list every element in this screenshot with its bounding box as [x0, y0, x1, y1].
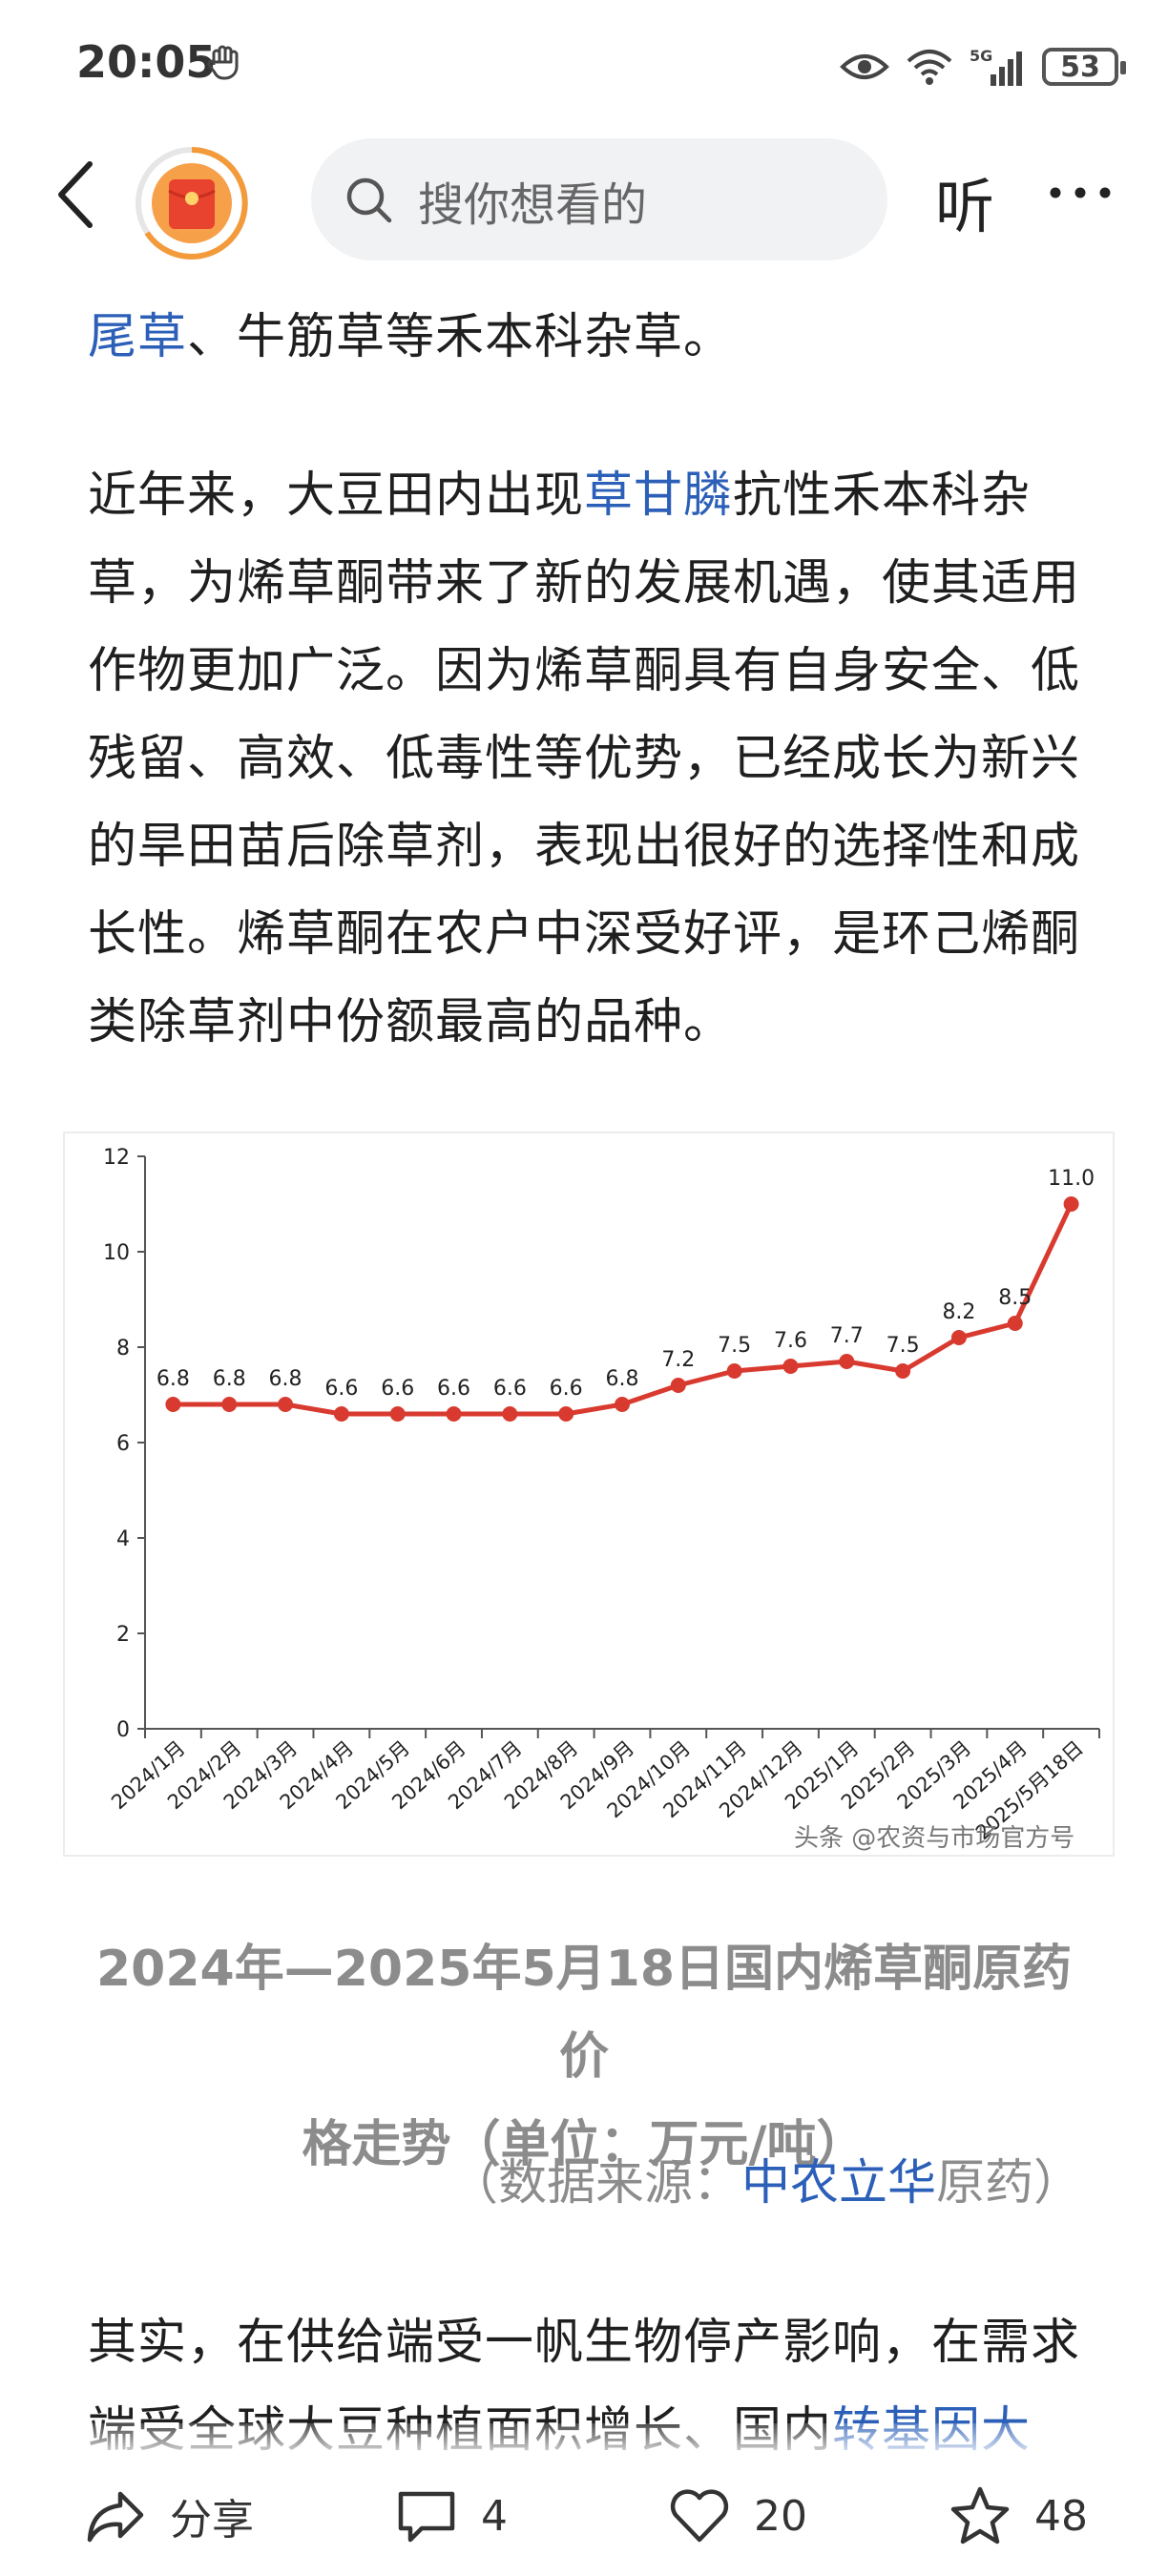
data-label: 11.0: [1048, 1167, 1095, 1191]
favorite-button[interactable]: 48: [949, 2483, 1088, 2549]
data-label: 7.5: [718, 1334, 751, 1358]
like-count: 20: [754, 2491, 807, 2541]
caption-line: 2024年—2025年5月18日国内烯草酮原药价: [96, 1941, 1072, 2086]
search-placeholder: 搜你想看的: [418, 178, 648, 232]
network-label: 5G: [970, 47, 992, 65]
article-text: 抗性禾本科杂: [733, 467, 1032, 524]
data-label: 7.6: [774, 1329, 807, 1353]
data-label: 8.5: [998, 1286, 1032, 1310]
data-label: 7.7: [830, 1324, 864, 1348]
article-text: 、牛筋草等禾本科杂草。: [187, 309, 734, 365]
data-point: [950, 1330, 967, 1345]
data-label: 6.6: [493, 1377, 527, 1401]
data-label: 7.2: [661, 1348, 695, 1372]
price-chart[interactable]: 0 2 4 6 8 10 12 2024/1月 2024/2月 2024/3月 2024/4月 202…: [63, 1132, 1115, 1857]
article-line-intro: 尾草、牛筋草等禾本科杂草。: [88, 294, 1080, 382]
data-point: [333, 1406, 349, 1422]
y-tick-label: 0: [116, 1718, 130, 1742]
data-point: [502, 1406, 518, 1422]
data-point: [389, 1406, 406, 1422]
data-point: [839, 1354, 855, 1369]
source-text: 原药）: [935, 2155, 1082, 2212]
share-button[interactable]: 分享: [84, 2483, 254, 2549]
status-time: 20:05: [76, 36, 217, 88]
data-label: 6.6: [324, 1377, 358, 1401]
data-point: [446, 1406, 462, 1422]
listen-button[interactable]: 听: [935, 172, 995, 241]
battery-indicator: 53: [1042, 48, 1126, 86]
y-tick-label: 2: [116, 1623, 130, 1647]
back-icon[interactable]: [48, 156, 105, 233]
paragraph-line: 类除草剂中份额最高的品种。: [88, 994, 734, 1050]
data-point: [1007, 1316, 1023, 1331]
battery-level: 53: [1060, 50, 1100, 84]
share-icon: [87, 2491, 144, 2543]
chart-watermark: 头条 @农资与市场官方号: [794, 1824, 1075, 1853]
source-text: （数据来源：: [448, 2155, 741, 2212]
data-point: [670, 1378, 686, 1393]
paragraph-line: 其实，在供给端受一帆生物停产影响，在需求: [88, 2315, 1080, 2371]
data-point: [221, 1397, 238, 1412]
data-source: （数据来源：中农立华原药）: [449, 2143, 1082, 2213]
data-label: 6.8: [269, 1367, 302, 1391]
top-nav: 搜你想看的 听: [0, 134, 1168, 261]
search-box[interactable]: 搜你想看的: [311, 138, 887, 260]
comment-button[interactable]: 4: [395, 2483, 508, 2549]
status-bar: 20:05 5G 53: [0, 0, 1168, 134]
wifi-icon: [907, 50, 952, 85]
favorite-count: 48: [1034, 2491, 1088, 2541]
chart-caption: 2024年—2025年5月18日国内烯草酮原药价 格走势（单位：万元/吨）: [88, 1925, 1080, 2189]
data-point: [726, 1363, 742, 1379]
source-link[interactable]: 中农立华: [740, 2155, 936, 2212]
red-packet-icon[interactable]: [134, 145, 250, 261]
price-line-chart: 0246810122024/1月2024/2月2024/3月2024/4月202…: [103, 1146, 1100, 1844]
data-point: [278, 1397, 294, 1412]
keyword-link[interactable]: 草甘膦: [584, 467, 734, 524]
keyword-link[interactable]: 尾草: [88, 309, 188, 365]
paragraph-line: 残留、高效、低毒性等优势，已经成长为新兴: [88, 731, 1081, 787]
heart-icon: [670, 2489, 729, 2543]
data-point: [895, 1363, 911, 1379]
bottom-action-bar: 分享 4 20 48: [0, 2462, 1168, 2576]
data-point: [782, 1359, 799, 1374]
data-label: 6.8: [156, 1367, 190, 1391]
data-label: 8.2: [942, 1300, 975, 1324]
article-paragraph-1: 近年来，大豆田内出现草甘膦抗性禾本科杂 草，为烯草酮带来了新的发展机遇，使其适用…: [88, 452, 1080, 1067]
paragraph-line: 长性。烯草酮在农户中深受好评，是环己烯酮: [88, 906, 1081, 963]
y-tick-label: 12: [103, 1146, 130, 1170]
more-icon[interactable]: [1042, 164, 1118, 221]
data-label: 6.8: [606, 1367, 639, 1391]
data-point: [1063, 1196, 1079, 1212]
hand-icon: [207, 45, 239, 80]
paragraph-line: 的旱田苗后除草剂，表现出很好的选择性和成: [88, 819, 1081, 875]
like-button[interactable]: 20: [668, 2483, 807, 2549]
data-label: 6.6: [437, 1377, 470, 1401]
data-label: 6.8: [213, 1367, 246, 1391]
y-tick-label: 8: [116, 1337, 130, 1361]
y-tick-label: 6: [116, 1432, 130, 1456]
star-icon: [950, 2486, 1010, 2545]
article-text: 近年来，大豆田内出现: [88, 467, 585, 524]
data-point: [165, 1397, 181, 1412]
data-point: [615, 1397, 630, 1412]
data-point: [558, 1406, 574, 1422]
share-label: 分享: [170, 2496, 254, 2545]
signal-5g-icon: 5G: [970, 47, 1022, 86]
comment-count: 4: [481, 2491, 508, 2541]
paragraph-line: 草，为烯草酮带来了新的发展机遇，使其适用: [88, 555, 1081, 612]
content-fade: [0, 2423, 1168, 2462]
eye-icon: [840, 54, 889, 79]
caption-line: 格走势（单位：万元/吨）: [302, 2116, 866, 2173]
status-icons: 5G 53: [840, 38, 1126, 95]
data-label: 7.5: [886, 1334, 920, 1358]
data-label: 6.6: [381, 1377, 414, 1401]
paragraph-line: 近年来，大豆田内出现草甘膦抗性禾本科杂: [88, 452, 1080, 540]
comment-icon: [398, 2491, 455, 2543]
paragraph-line: 作物更加广泛。因为烯草酮具有自身安全、低: [88, 643, 1081, 699]
y-tick-label: 4: [116, 1527, 130, 1551]
y-tick-label: 10: [103, 1241, 130, 1265]
data-label: 6.6: [550, 1377, 583, 1401]
search-icon: [346, 177, 392, 223]
